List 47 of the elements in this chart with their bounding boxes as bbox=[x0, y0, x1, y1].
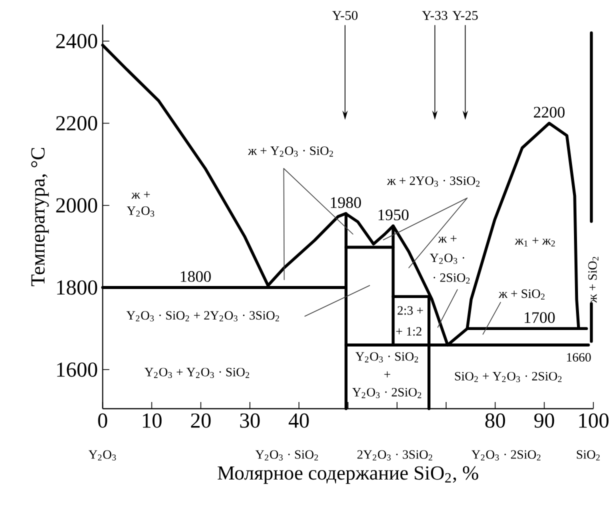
text: Y$_{2}$O$_{3}$ bbox=[88, 450, 116, 460]
annotation: 2:3 + bbox=[398, 306, 423, 315]
x-tick-label: 80 bbox=[485, 413, 506, 428]
annotation: ж + bbox=[131, 192, 150, 199]
annotation: 2200 bbox=[534, 106, 565, 118]
annotation: ж + bbox=[438, 235, 457, 243]
x-tick-label: 30 bbox=[240, 413, 260, 428]
annotation: 1660 bbox=[567, 353, 591, 362]
annotation: ж + SiO$_{2}$ bbox=[588, 256, 598, 303]
annotation: Y$_{2}$O$_{3}$ bbox=[126, 206, 154, 217]
x-tick-label: 40 bbox=[288, 413, 309, 428]
text: Y$_{2}$O$_{3}$ · SiO$_{2}$ + 2Y$_{2}$O$_{3}$ · 3SiO$_{2}$ bbox=[126, 311, 280, 322]
text: Y$_{2}$O$_{3}$ · 2SiO$_{2}$ bbox=[472, 450, 540, 460]
y-axis-title: Температура, °C bbox=[31, 148, 49, 286]
y-tick-label: 2200 bbox=[56, 116, 98, 130]
y-tick-label: 2000 bbox=[56, 198, 98, 213]
x-tick-label: 10 bbox=[142, 413, 162, 428]
annotation: SiO$_{2}$ + Y$_{2}$O$_{3}$ · 2SiO$_{2}$ bbox=[455, 372, 562, 382]
ref-line-label: Y-25 bbox=[452, 11, 478, 20]
x-tick-label: 90 bbox=[534, 413, 554, 428]
x-tick-label: 100 bbox=[579, 413, 609, 428]
annotation: Y$_{2}$O$_{3}$ · SiO$_{2}$ bbox=[355, 352, 418, 362]
x-axis-title: Молярное содержание SiO$_{2}$, % bbox=[218, 466, 478, 484]
annotation: 1700 bbox=[524, 312, 555, 323]
annotation: ж + Y$_{2}$O$_{3}$ · SiO$_{2}$ bbox=[248, 146, 333, 157]
ref-line-label: Y-50 bbox=[332, 10, 358, 20]
y-tick-label: 1800 bbox=[57, 280, 98, 295]
annotation: · 2SiO$_{2}$ bbox=[434, 273, 470, 284]
x-tick-label: 20 bbox=[191, 413, 211, 428]
text: Y$_{2}$O$_{3}$ · SiO$_{2}$ bbox=[255, 450, 318, 460]
annotation: ж + 2YO$_{3}$ · 3SiO$_{2}$ bbox=[387, 176, 480, 187]
y-tick-label: 1600 bbox=[57, 362, 98, 377]
annotation: 1950 bbox=[378, 210, 409, 220]
annotation: ж$_{1}$ + ж$_{2}$ bbox=[514, 237, 555, 246]
ref-line-label: Y-33 bbox=[422, 11, 448, 20]
annotation: Y$_{2}$O$_{3}$ · 2SiO$_{2}$ bbox=[352, 388, 422, 398]
text: Y$_{2}$O$_{3}$ + Y$_{2}$O$_{3}$ · SiO$_{2}$ bbox=[144, 368, 250, 378]
annotation: + 1:2 bbox=[396, 327, 422, 336]
y-tick-label: 2400 bbox=[56, 34, 98, 48]
text: SiO$_{2}$ bbox=[576, 450, 600, 460]
x-tick-label: 0 bbox=[98, 413, 108, 428]
annotation: 1800 bbox=[180, 271, 211, 282]
annotation: Y$_{2}$O$_{3}$ · bbox=[430, 254, 464, 264]
text: 2Y$_{2}$O$_{3}$ · 3SiO$_{2}$ bbox=[357, 450, 432, 460]
annotation: 1980 bbox=[330, 197, 361, 208]
annotation: + bbox=[384, 371, 390, 378]
annotation: ж + SiO$_{2}$ bbox=[498, 289, 545, 300]
